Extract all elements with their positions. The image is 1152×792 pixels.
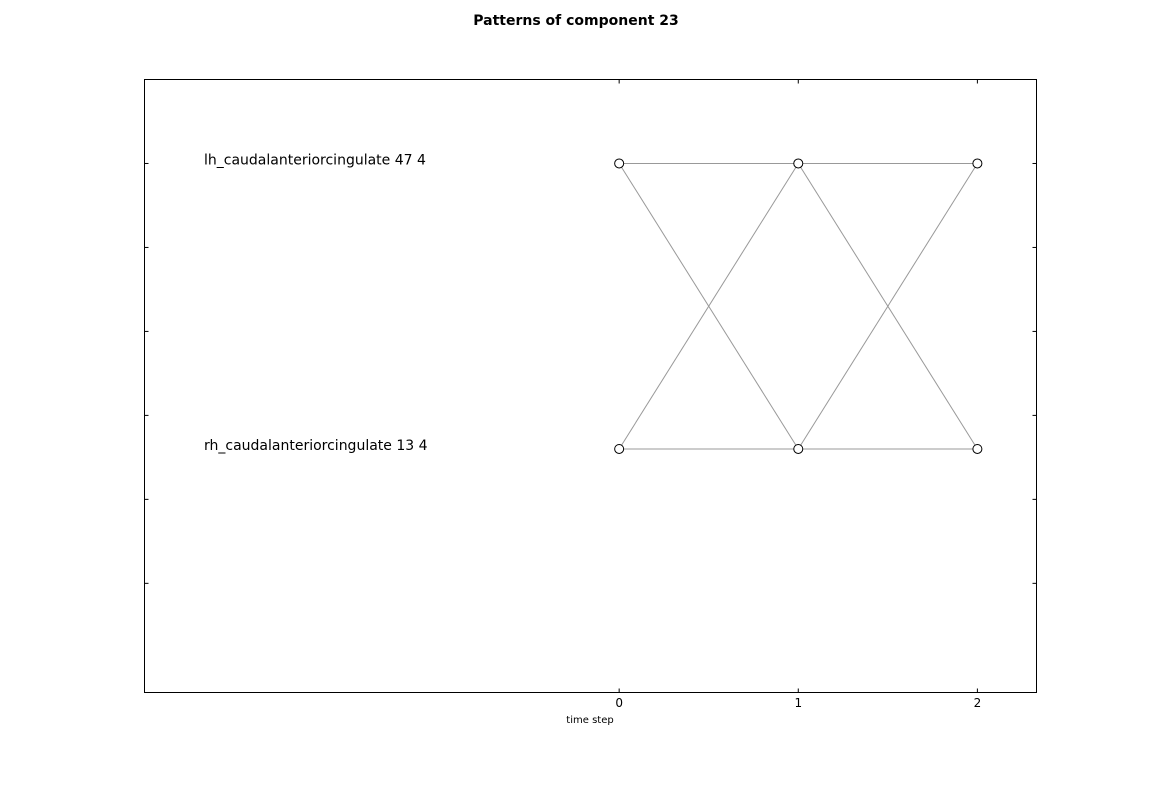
node-marker <box>614 443 625 454</box>
row-label: rh_caudalanteriorcingulate 13 4 <box>204 438 428 454</box>
edge-line <box>618 163 799 450</box>
x-tick-label: 0 <box>615 696 623 710</box>
node-labels: lh_caudalanteriorcingulate 47 4 rh_caudal… <box>204 152 428 454</box>
node-marker <box>972 158 983 169</box>
x-tick-label: 2 <box>974 696 982 710</box>
nodes <box>614 158 983 454</box>
node-marker <box>614 158 625 169</box>
row-label: lh_caudalanteriorcingulate 47 4 <box>204 152 426 168</box>
node-marker <box>793 443 804 454</box>
x-tick-labels: 0 1 2 <box>615 696 981 710</box>
x-tick-label: 1 <box>794 696 802 710</box>
node-marker <box>972 443 983 454</box>
ticks <box>144 79 1037 693</box>
edges <box>618 162 978 450</box>
edge-line <box>797 163 978 450</box>
chart-title: Patterns of component 23 <box>473 13 679 29</box>
x-axis-label: time step <box>566 715 613 726</box>
plot-frame <box>144 79 1037 693</box>
node-marker <box>793 158 804 169</box>
